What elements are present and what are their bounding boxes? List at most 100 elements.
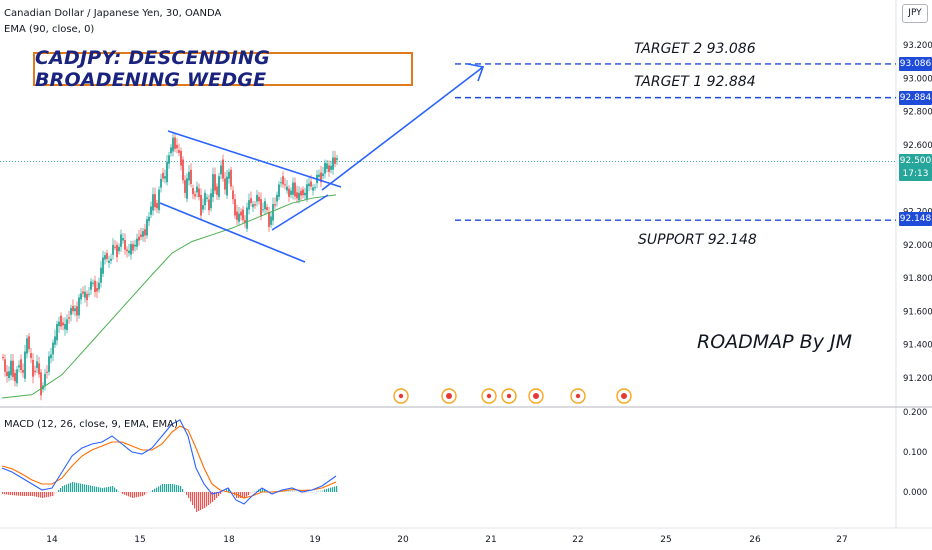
candle-body [312,187,314,191]
candle-body [246,207,248,229]
candle-body [76,306,78,316]
candle-body [298,192,300,201]
candle-body [272,204,274,221]
current-price-tag: 92.500 [899,154,932,168]
macd-histogram-bar [118,490,120,492]
macd-histogram-bar [76,482,78,492]
candle-body [218,176,220,197]
candle-body [314,187,316,189]
candle-body [206,197,208,199]
macd-histogram-bar [30,492,32,496]
candle-body [278,184,280,197]
macd-histogram-bar [64,485,66,492]
time-axis-label: 26 [749,535,761,545]
candle-body [256,194,258,202]
candle-body [262,209,264,211]
candle-body [276,194,278,202]
time-axis-label: 15 [134,535,145,545]
support-label: SUPPORT 92.148 [638,232,757,248]
macd-histogram-bar [242,492,244,498]
macd-histogram-bar [44,492,46,498]
macd-histogram-bar [226,489,228,492]
macd-histogram-bar [170,484,172,492]
wedge-inner-line [271,194,329,231]
macd-histogram-bar [190,492,192,502]
price-axis-label: 92.600 [903,141,932,151]
macd-histogram-bar [306,492,308,493]
candle-body [30,353,32,358]
macd-histogram-bar [232,492,234,493]
candle-body [52,342,54,355]
price-axis-label: 91.200 [903,374,932,384]
macd-histogram-bar [22,492,24,496]
macd-histogram-bar [156,487,158,492]
macd-histogram-bar [110,486,112,492]
candle-body [26,338,28,354]
candle-body [240,211,242,216]
macd-histogram-bar [320,490,322,492]
candle-body [84,291,86,298]
chart-title-annotation: CADJPY: DESCENDING BROADENING WEDGE [33,47,413,91]
ema-legend: EMA (90, close, 0) [4,24,95,35]
candle-body [152,194,154,211]
price-axis-label: 93.000 [903,74,932,84]
candle-body [106,253,108,259]
macd-axis-label: 0.000 [903,488,927,498]
candle-body [100,267,102,283]
candle-body [166,161,168,183]
macd-histogram-bar [36,492,38,497]
macd-histogram-bar [80,483,82,492]
candle-body [62,322,64,326]
macd-histogram-bar [288,490,290,492]
macd-histogram-bar [294,491,296,492]
macd-histogram-bar [126,492,128,496]
macd-histogram-bar [318,490,320,492]
candle-body [328,165,330,172]
candle-body [308,183,310,187]
wedge-upper-line [167,130,342,188]
macd-histogram-bar [204,492,206,508]
macd-histogram-bar [262,488,264,492]
candle-body [310,181,312,187]
event-dot [398,393,404,399]
target-1-label: TARGET 1 92.884 [634,74,756,90]
candle-body [148,216,150,222]
candle-body [160,178,162,188]
macd-histogram-bar [286,490,288,492]
candle-body [12,360,14,378]
candle-body [286,186,288,191]
macd-histogram-bar [92,486,94,492]
candle-body [154,194,156,208]
currency-badge[interactable]: JPY [902,4,928,23]
macd-histogram-bar [182,489,184,492]
target-2-label: TARGET 2 93.086 [634,41,756,57]
macd-histogram-bar [174,484,176,492]
macd-histogram-bar [16,492,18,496]
event-dot [446,393,452,399]
candle-body [10,360,12,376]
candle-body [128,250,130,254]
candle-body [46,371,48,373]
candle-body [222,159,224,179]
macd-histogram-bar [66,484,68,492]
target-2-price-tag: 93.086 [899,57,932,71]
macd-histogram-bar [200,492,202,510]
macd-histogram-bar [154,488,156,492]
candle-body [24,351,26,379]
macd-histogram-bar [178,485,180,492]
candle-body [270,216,272,225]
macd-histogram-bar [316,491,318,492]
candle-body [108,260,110,263]
macd-histogram-bar [60,488,62,492]
candle-body [186,178,188,199]
candle-body [2,357,4,359]
macd-histogram-bar [264,489,266,492]
macd-histogram-bar [222,492,224,493]
candle-body [8,371,10,378]
macd-histogram-bar [244,492,246,498]
candle-body [64,324,66,330]
symbol-legend: Canadian Dollar / Japanese Yen, 30, OAND… [4,8,222,19]
candle-body [180,150,182,166]
macd-histogram-bar [176,485,178,492]
